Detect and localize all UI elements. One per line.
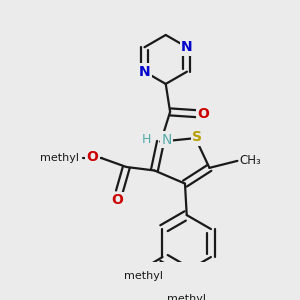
Text: methyl: methyl [124, 271, 163, 281]
Text: N: N [161, 133, 172, 147]
Text: CH₃: CH₃ [239, 154, 261, 167]
Text: methyl: methyl [40, 153, 79, 163]
Text: N: N [181, 40, 193, 54]
Text: H: H [142, 134, 151, 146]
Text: N: N [139, 65, 150, 79]
Text: O: O [86, 150, 98, 164]
Text: O: O [197, 107, 209, 121]
Text: S: S [192, 130, 202, 144]
Text: O: O [112, 193, 124, 207]
Text: methyl: methyl [167, 294, 206, 300]
